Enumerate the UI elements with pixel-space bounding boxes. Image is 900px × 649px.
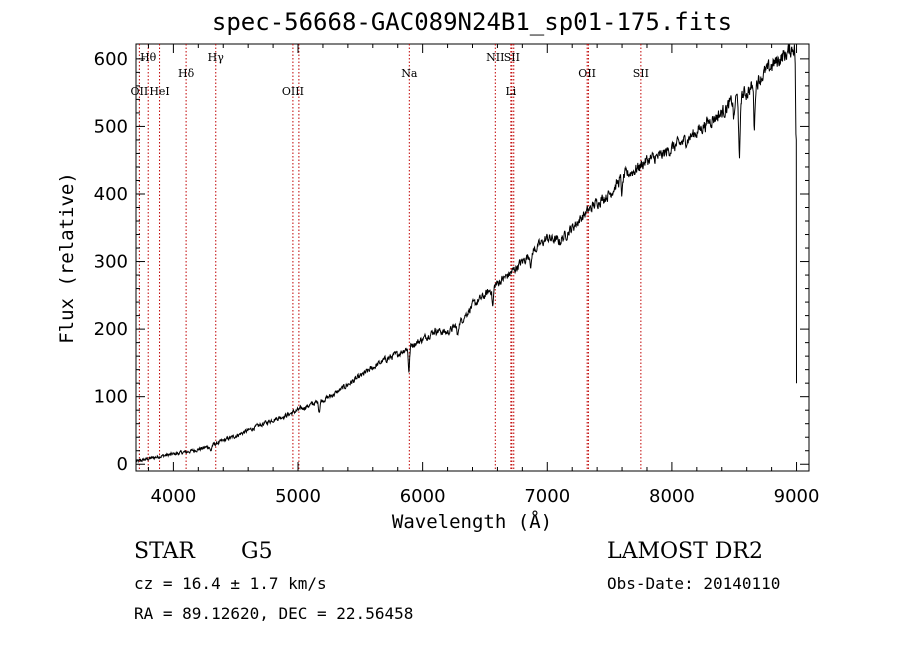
reference-line-label: OIII — [282, 85, 304, 98]
reference-line-label: Li — [505, 85, 516, 98]
redshift-text: cz = 16.4 ± 1.7 km/s — [134, 574, 327, 593]
reference-line-label: NII — [486, 51, 504, 64]
x-tick-label: 9000 — [774, 486, 820, 507]
reference-line-label: SII — [633, 67, 649, 80]
x-axis-ticks: 4000 5000 6000 7000 8000 9000 — [147, 44, 820, 507]
reference-line-label: Hθ — [140, 51, 157, 64]
survey-name: LAMOST DR2 — [607, 539, 763, 564]
x-tick-label: 5000 — [275, 486, 321, 507]
y-tick-label: 0 — [117, 454, 128, 475]
plot-frame — [135, 43, 810, 472]
y-tick-label: 500 — [94, 116, 128, 137]
reference-line-label: OII — [578, 67, 596, 80]
obs-date-text: Obs-Date: 20140110 — [607, 574, 780, 593]
y-axis-label: Flux (relative) — [56, 172, 78, 344]
object-subclass: G5 — [241, 539, 273, 564]
chart-title: spec-56668-GAC089N24B1_sp01-175.fits — [212, 8, 732, 36]
reference-line-label: Hδ — [178, 67, 195, 80]
y-tick-label: 600 — [94, 49, 128, 70]
reference-line-label: HeI — [149, 85, 169, 98]
y-tick-label: 300 — [94, 252, 128, 273]
reference-line-label: Na — [401, 67, 418, 80]
reference-line-label: Hγ — [208, 51, 225, 64]
x-tick-label: 7000 — [524, 486, 570, 507]
spectrum-line — [135, 43, 797, 464]
coordinates-text: RA = 89.12620, DEC = 22.56458 — [134, 604, 413, 623]
x-tick-label: 4000 — [150, 486, 196, 507]
y-tick-label: 400 — [94, 184, 128, 205]
x-tick-label: 6000 — [400, 486, 446, 507]
y-axis-ticks: 0 100 200 300 400 500 600 — [94, 49, 809, 475]
x-axis-label: Wavelength (Å) — [392, 510, 552, 533]
reference-line-label: SII — [504, 51, 520, 64]
x-tick-label: 8000 — [649, 486, 695, 507]
y-tick-label: 100 — [94, 387, 128, 408]
reference-lines — [138, 44, 642, 471]
reference-line-label: OII — [131, 85, 149, 98]
y-tick-label: 200 — [94, 319, 128, 340]
object-class: STAR — [134, 539, 196, 564]
